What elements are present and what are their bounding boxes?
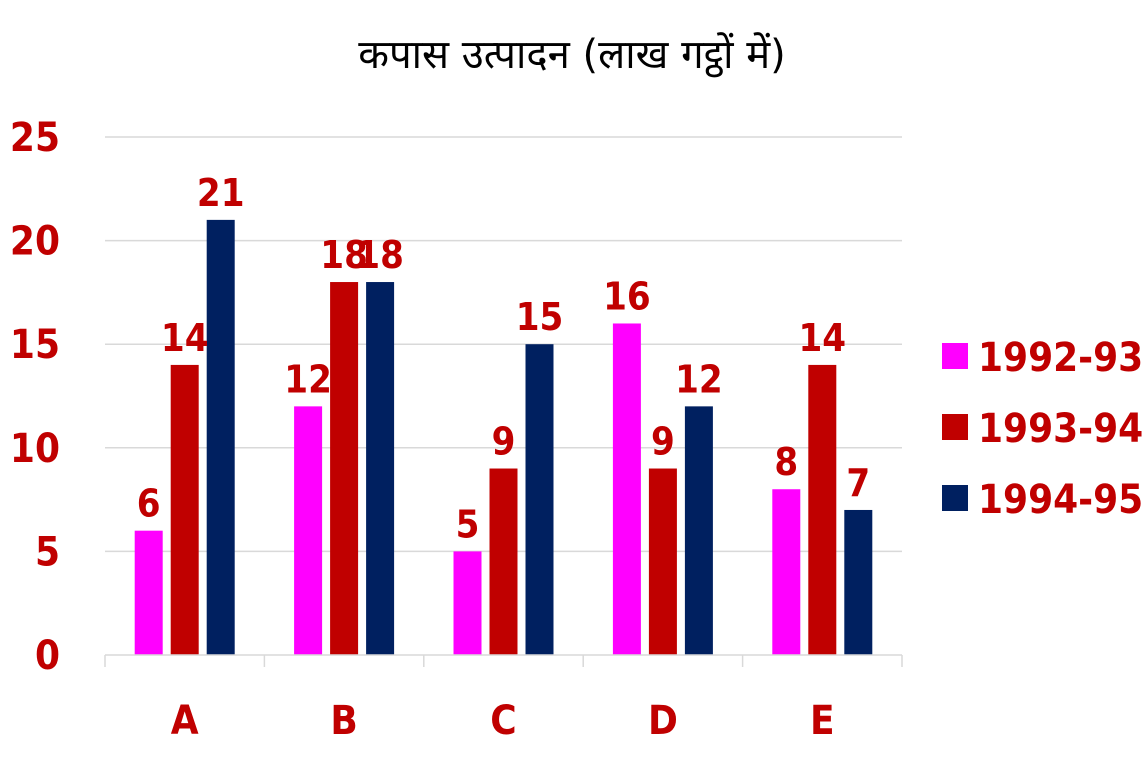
data-label: 9 (651, 420, 675, 464)
data-label: 18 (320, 233, 368, 277)
data-label: 7 (846, 461, 870, 505)
data-label: 14 (799, 316, 847, 360)
x-axis-ticks: A B C D E (171, 698, 835, 744)
bar-E-1994-95 (844, 509, 873, 655)
data-label: 18 (356, 233, 404, 277)
legend-label: 1993-94 (978, 406, 1143, 452)
x-tick-label: D (648, 698, 678, 744)
bar-E-1993-94 (808, 364, 837, 655)
legend-label: 1994-95 (978, 477, 1143, 523)
chart-title: कपास उत्पादन (लाख गट्ठों में) (358, 32, 786, 78)
legend-swatch-1993-94 (942, 414, 968, 440)
y-tick-label: 25 (10, 115, 60, 161)
y-tick-label: 15 (10, 322, 60, 368)
gridlines (105, 136, 902, 553)
data-label: 9 (492, 420, 516, 464)
bar-A-1992-93 (134, 530, 163, 655)
y-tick-label: 0 (35, 633, 60, 679)
legend-swatch-1994-95 (942, 485, 968, 511)
x-tick-label: B (330, 698, 357, 744)
x-tick-label: E (810, 698, 835, 744)
data-label: 21 (197, 171, 245, 215)
bar-E-1992-93 (772, 489, 801, 655)
y-axis-ticks: 0 5 10 15 20 25 (10, 115, 60, 679)
data-label: 8 (774, 440, 798, 484)
data-label: 15 (516, 295, 564, 339)
legend: 1992-93 1993-94 1994-95 (942, 335, 1143, 523)
bar-B-1993-94 (330, 282, 359, 655)
x-axis (104, 654, 903, 667)
data-label: 6 (137, 482, 161, 526)
bar-A-1993-94 (170, 364, 199, 655)
bar-C-1993-94 (489, 468, 518, 655)
bar-B-1992-93 (294, 406, 323, 655)
data-label: 14 (161, 316, 209, 360)
y-tick-label: 10 (10, 426, 60, 472)
data-label: 12 (284, 357, 332, 401)
x-tick-label: C (490, 698, 516, 744)
y-tick-label: 20 (10, 219, 60, 265)
y-tick-label: 5 (35, 529, 60, 575)
data-label: 12 (675, 357, 723, 401)
legend-swatch-1992-93 (942, 343, 968, 369)
bar-D-1992-93 (612, 323, 641, 655)
x-tick-label: A (171, 698, 199, 744)
data-label: 16 (603, 274, 651, 318)
bars (134, 219, 873, 655)
bar-C-1992-93 (453, 551, 482, 655)
legend-label: 1992-93 (978, 335, 1143, 381)
bar-C-1994-95 (525, 344, 554, 655)
data-label: 5 (456, 502, 480, 546)
bar-D-1994-95 (684, 406, 713, 655)
bar-D-1993-94 (648, 468, 677, 655)
bar-B-1994-95 (366, 282, 395, 655)
bar-A-1994-95 (206, 219, 235, 655)
